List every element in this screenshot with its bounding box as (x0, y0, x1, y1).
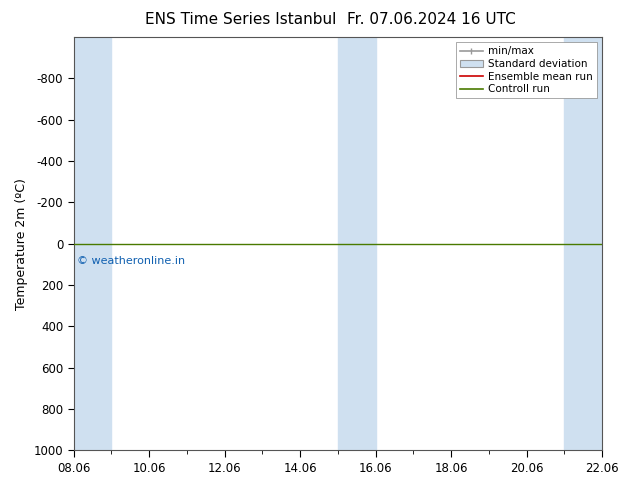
Bar (338, 37, 376, 450)
Text: ENS Time Series Istanbul: ENS Time Series Istanbul (145, 12, 337, 27)
Bar (74, 37, 112, 450)
Text: Fr. 07.06.2024 16 UTC: Fr. 07.06.2024 16 UTC (347, 12, 515, 27)
Text: © weatheronline.in: © weatheronline.in (77, 256, 184, 266)
Bar (564, 37, 602, 450)
Legend: min/max, Standard deviation, Ensemble mean run, Controll run: min/max, Standard deviation, Ensemble me… (456, 42, 597, 98)
Y-axis label: Temperature 2m (ºC): Temperature 2m (ºC) (15, 178, 28, 310)
